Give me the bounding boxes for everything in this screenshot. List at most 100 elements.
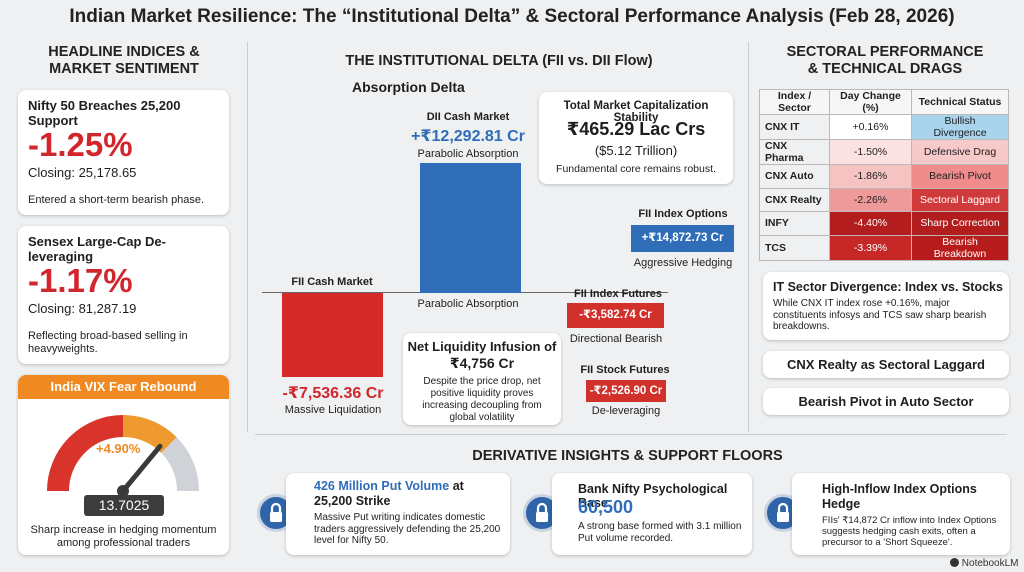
sector-name: CNX Realty [759, 187, 830, 212]
vix-header: India VIX Fear Rebound [18, 375, 229, 399]
sensex-note: Reflecting broad-based selling in heavyw… [28, 330, 188, 355]
it-divergence-card: IT Sector Divergence: Index vs. Stocks W… [763, 272, 1009, 340]
liquidity-note: Despite the price drop, net positive liq… [422, 376, 542, 423]
nifty-closing: Closing: 25,178.65 [28, 165, 137, 180]
notebooklm-logo: NotebookLM [950, 558, 1018, 569]
auto-pivot-label: Bearish Pivot in Auto Sector [763, 388, 1009, 415]
gauge-red-arc [47, 415, 124, 492]
bank-nifty-title: Bank Nifty Psychological Base [578, 482, 728, 510]
headline-indices-heading: HEADLINE INDICES & MARKET SENTIMENT [48, 44, 200, 77]
sector-status: Sharp Correction [911, 211, 1009, 236]
fii-cash-note: Massive Liquidation [284, 404, 382, 416]
sector-change: -1.86% [829, 164, 912, 189]
fii-futures-value: -₹3,582.74 Cr [567, 303, 664, 328]
liquidity-title: Net Liquidity Infusion of [407, 339, 557, 354]
fii-futures-label: FII Index Futures [573, 288, 662, 300]
dii-note-below: Parabolic Absorption [417, 298, 519, 310]
sector-name: CNX IT [759, 114, 830, 140]
derivative-heading: DERIVATIVE INSIGHTS & SUPPORT FLOORS [472, 448, 783, 464]
table-row: INFY -4.40% Sharp Correction [759, 211, 1009, 236]
sector-name: CNX Pharma [759, 139, 830, 165]
table-row: TCS -3.39% Bearish Breakdown [759, 234, 1009, 261]
liquidity-value: ₹4,756 Cr [449, 355, 515, 371]
fii-cash-bar [282, 293, 383, 377]
market-cap-usd: ($5.12 Trillion) [594, 143, 678, 158]
sector-status: Bullish Divergence [911, 114, 1009, 140]
it-divergence-note: While CNX IT index rose +0.16%, major co… [773, 298, 987, 332]
sector-name: INFY [759, 211, 830, 236]
institutional-delta-heading: THE INSTITUTIONAL DELTA (FII vs. DII Flo… [345, 53, 653, 69]
sensex-change: -1.17% [28, 262, 133, 299]
gauge-needle [120, 443, 163, 494]
table-row: CNX Pharma -1.50% Defensive Drag [759, 139, 1009, 165]
nifty-note: Entered a short-term bearish phase. [28, 194, 205, 206]
fii-futures-note: Directional Bearish [569, 333, 663, 345]
table-row: CNX Auto -1.86% Bearish Pivot [759, 164, 1009, 189]
vix-title: India VIX Fear Rebound [50, 379, 197, 394]
options-hedge-card: High-Inflow Index Options Hedge FIIs' ₹1… [792, 473, 1010, 555]
lock-icon-glyph [270, 502, 282, 522]
gauge-hub [117, 485, 129, 497]
bank-nifty-value: 60,500 [578, 497, 634, 517]
col-status-header: Technical Status [911, 89, 1009, 115]
sector-change: -3.39% [829, 234, 912, 261]
divider [247, 42, 248, 432]
sector-change: -1.50% [829, 139, 912, 165]
col-sector-header: Index / Sector [759, 89, 830, 115]
sector-table: Index / Sector Day Change (%) Technical … [759, 89, 1009, 261]
nifty-title: Nifty 50 Breaches 25,200 Support [28, 98, 181, 128]
sector-status: Defensive Drag [911, 139, 1009, 165]
table-row: CNX Realty -2.26% Sectoral Laggard [759, 187, 1009, 212]
bank-nifty-note: A strong base formed with 3.1 million Pu… [578, 521, 742, 544]
table-header-row: Index / Sector Day Change (%) Technical … [759, 89, 1009, 115]
vix-change: +4.90% [96, 441, 141, 456]
fii-cash-label: FII Cash Market [291, 276, 373, 288]
sector-change: -4.40% [829, 211, 912, 236]
it-divergence-title: IT Sector Divergence: Index vs. Stocks [773, 280, 1003, 294]
sector-name: TCS [759, 234, 830, 261]
sensex-closing: Closing: 81,287.19 [28, 301, 137, 316]
col-change-header: Day Change (%) [829, 89, 912, 115]
vix-gauge [47, 415, 199, 497]
dii-label: DII Cash Market [426, 111, 510, 123]
lock-icon-glyph [777, 502, 789, 522]
sector-status: Bearish Pivot [911, 164, 1009, 189]
page-title: Indian Market Resilience: The “Instituti… [69, 6, 955, 27]
put-volume-note: Massive Put writing indicates domestic t… [314, 512, 501, 546]
fii-options-label: FII Index Options [638, 208, 728, 220]
gauge-orange-arc [122, 415, 177, 454]
nifty-card: Nifty 50 Breaches 25,200 Support -1.25% … [18, 90, 229, 215]
vix-note: Sharp increase in hedging momentum among… [30, 524, 217, 549]
fii-stock-futures-label: FII Stock Futures [580, 364, 670, 376]
sector-status: Bearish Breakdown [911, 234, 1009, 261]
dii-note: Parabolic Absorption [417, 148, 519, 160]
fii-options-note: Aggressive Hedging [633, 257, 733, 269]
fii-stock-futures-value: -₹2,526.90 Cr [586, 380, 666, 402]
fii-stock-futures-note: De-leveraging [591, 405, 661, 417]
sectoral-heading: SECTORAL PERFORMANCE & TECHNICAL DRAGS [786, 44, 984, 77]
options-hedge-title: High-Inflow Index Options Hedge [822, 482, 977, 511]
dii-value: +₹12,292.81 Cr [411, 128, 525, 145]
sensex-title: Sensex Large-Cap De-leveraging [28, 234, 166, 264]
vix-value: 13.7025 [84, 495, 164, 516]
put-volume-card: 426 Million Put Volume at 25,200 Strike … [286, 473, 510, 555]
dii-bar [420, 163, 521, 293]
market-cap-note: Fundamental core remains robust. [556, 163, 716, 175]
bank-nifty-card: Bank Nifty Psychological Base 60,500 A s… [552, 473, 752, 555]
market-cap-card: Total Market Capitalization Stability ₹4… [539, 92, 733, 184]
sensex-card: Sensex Large-Cap De-leveraging -1.17% Cl… [18, 226, 229, 364]
fii-cash-value: -₹7,536.36 Cr [282, 385, 384, 402]
options-hedge-note: FIIs' ₹14,872 Cr inflow into Index Optio… [822, 515, 997, 548]
absorption-delta-subheading: Absorption Delta [352, 79, 465, 95]
divider [748, 42, 749, 432]
sector-name: CNX Auto [759, 164, 830, 189]
liquidity-card: Net Liquidity Infusion of ₹4,756 Cr Desp… [403, 333, 561, 425]
sector-change: +0.16% [829, 114, 912, 140]
table-row: CNX IT +0.16% Bullish Divergence [759, 114, 1009, 140]
fii-options-value: +₹14,872.73 Cr [631, 225, 734, 252]
sector-change: -2.26% [829, 187, 912, 212]
divider [255, 434, 1007, 435]
vix-card: India VIX Fear Rebound +4.90% 13.7025 Sh… [18, 375, 229, 555]
sector-status: Sectoral Laggard [911, 187, 1009, 212]
gauge-grey-arc [160, 437, 199, 492]
